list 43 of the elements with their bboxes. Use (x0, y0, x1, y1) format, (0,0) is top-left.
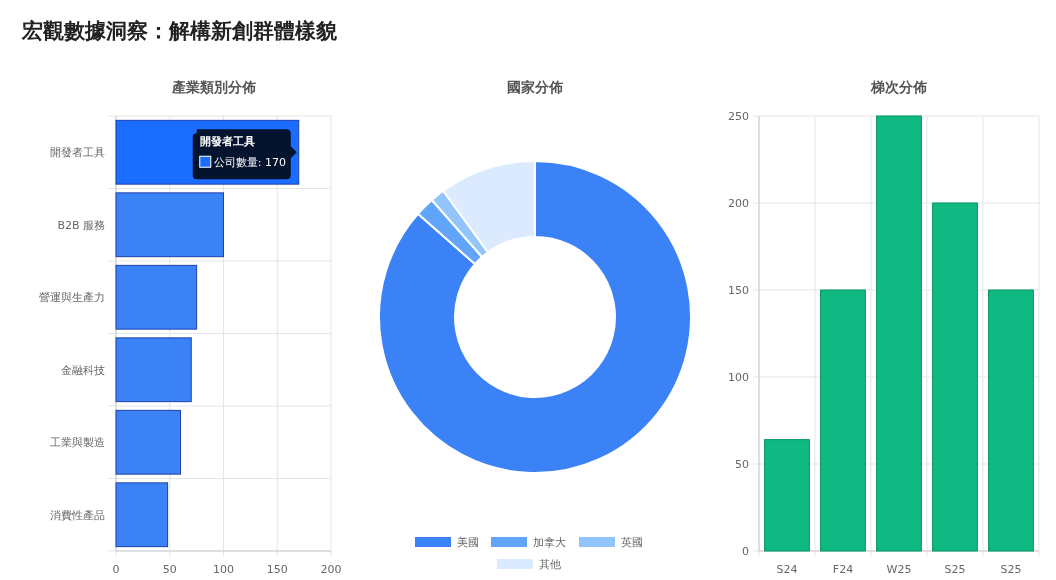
bar (115, 337, 192, 403)
annotation: 開發者工具 (199, 135, 255, 149)
y-tick-label: 工業與製造 (50, 436, 105, 450)
legend-label: 其他 (539, 558, 561, 571)
y-tick-label: 金融科技 (61, 363, 105, 377)
x-tick-label: 100 (213, 563, 234, 576)
bar (820, 289, 866, 552)
bar (988, 289, 1034, 552)
x-tick-label: 50 (162, 563, 177, 576)
y-tick-label: 消費性產品 (50, 508, 105, 522)
chart-subtitle: 產業類別分佈 (170, 79, 256, 95)
bar (764, 439, 810, 552)
chart-title: 宏觀數據洞察：解構新創群體樣貌 (21, 19, 338, 43)
x-tick-label: W25 (886, 563, 912, 576)
legend-label: 英國 (621, 536, 643, 549)
x-tick-label: 200 (320, 563, 342, 576)
y-tick-label: 50 (735, 458, 749, 471)
x-tick-label: S25 (1000, 563, 1022, 576)
bar (876, 115, 922, 552)
bar (115, 264, 198, 330)
donut-slice (378, 160, 692, 474)
y-tick-label: 營運與生產力 (39, 291, 105, 305)
y-tick-label: 150 (728, 284, 749, 297)
chart-title: 梯次分佈 (870, 79, 927, 95)
y-tick-label: 開發者工具 (50, 146, 105, 160)
x-tick-label: 150 (266, 563, 288, 576)
y-tick-label: 0 (742, 545, 749, 558)
annotation: 公司數量: 170 (213, 156, 286, 170)
chart-title: 國家分佈 (507, 79, 563, 95)
x-tick-label: S24 (776, 563, 798, 576)
legend-label: 美國 (457, 536, 479, 549)
x-tick-label: S25 (944, 563, 966, 576)
bar (115, 409, 181, 475)
bar (115, 482, 169, 548)
legend-label: 加拿大 (533, 536, 566, 549)
bar (115, 192, 224, 258)
y-tick-label: 250 (728, 110, 749, 123)
y-tick-label: B2B 服務 (57, 218, 105, 232)
y-tick-label: 200 (728, 197, 749, 210)
y-tick-label: 100 (728, 371, 749, 384)
x-tick-label: 0 (112, 563, 120, 576)
x-tick-label: F24 (832, 563, 854, 576)
bar (932, 202, 978, 552)
